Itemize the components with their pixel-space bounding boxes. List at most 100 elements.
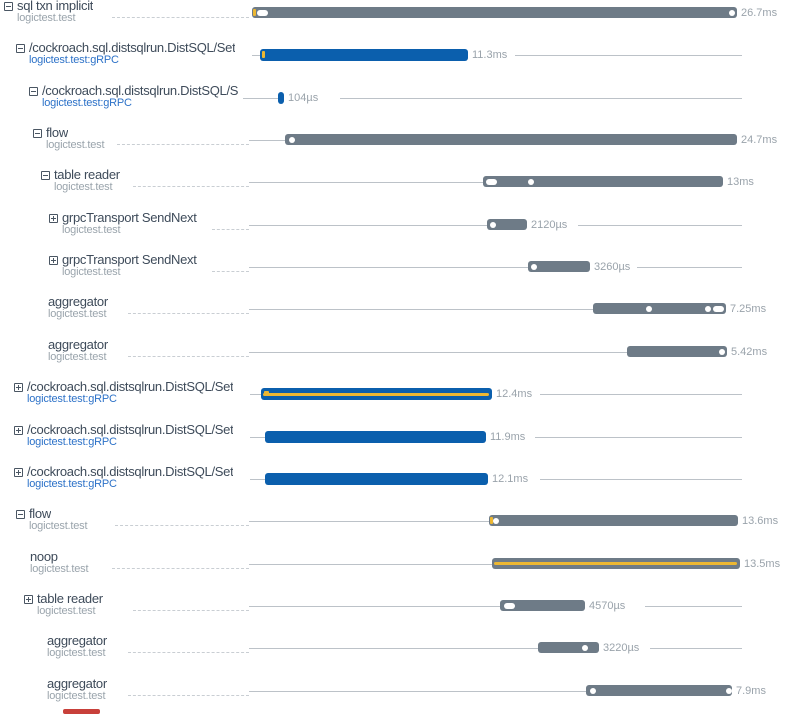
- leader-line: [112, 17, 249, 18]
- span-title: /cockroach.sql.distsqlrun.DistSQL/Set: [27, 465, 234, 479]
- span-bar[interactable]: [278, 92, 284, 104]
- duration-label: 12.1ms: [492, 473, 529, 485]
- timeline-line: [249, 309, 593, 310]
- duration-label: 24.7ms: [741, 134, 778, 146]
- span-bar[interactable]: [593, 303, 726, 314]
- leader-line: [112, 568, 249, 569]
- yellow-tick: [490, 517, 493, 524]
- leader-line: [212, 271, 249, 272]
- event-dot: [531, 264, 537, 270]
- span-bar[interactable]: [285, 134, 737, 145]
- expand-icon[interactable]: [14, 468, 23, 477]
- collapse-icon[interactable]: [16, 44, 25, 53]
- span-title: /cockroach.sql.distsqlrun.DistSQL/Set: [27, 380, 234, 394]
- span-title: grpcTransport SendNext: [62, 253, 197, 267]
- event-pill: [713, 306, 724, 312]
- span-subtitle: logictest.test:gRPC: [42, 97, 132, 109]
- duration-label: 13.6ms: [742, 515, 779, 527]
- event-dot: [726, 688, 732, 694]
- duration-label: 3260µs: [594, 261, 631, 273]
- duration-label: 26.7ms: [741, 7, 778, 19]
- expand-icon[interactable]: [14, 426, 23, 435]
- timeline-line: [243, 98, 278, 99]
- timeline-line: [637, 267, 742, 268]
- event-pill: [486, 179, 497, 185]
- expand-icon[interactable]: [24, 595, 33, 604]
- timeline-line: [535, 437, 742, 438]
- span-bar[interactable]: [492, 558, 740, 569]
- span-subtitle: logictest.test:gRPC: [27, 393, 117, 405]
- yellow-marker: [264, 391, 269, 396]
- span-bar[interactable]: [483, 176, 723, 187]
- span-bar[interactable]: [627, 346, 727, 357]
- timeline-line: [249, 691, 586, 692]
- collapse-icon[interactable]: [33, 129, 42, 138]
- span-subtitle: logictest.test: [47, 647, 106, 659]
- collapse-icon[interactable]: [29, 87, 38, 96]
- timeline-line: [252, 55, 260, 56]
- leader-line: [133, 610, 249, 611]
- span-bar[interactable]: [528, 261, 590, 272]
- duration-label: 13.5ms: [744, 558, 781, 570]
- yellow-tick: [262, 51, 265, 58]
- span-subtitle: logictest.test:gRPC: [27, 436, 117, 448]
- yellow-tick: [253, 9, 256, 16]
- span-bar[interactable]: [265, 431, 486, 443]
- span-subtitle: logictest.test: [54, 181, 113, 193]
- span-bar[interactable]: [586, 685, 732, 696]
- timeline-line: [249, 521, 489, 522]
- span-subtitle: logictest.test: [48, 351, 107, 363]
- event-pill: [257, 10, 268, 16]
- duration-label: 104µs: [288, 92, 319, 104]
- timeline-line: [249, 606, 500, 607]
- span-bar[interactable]: [260, 49, 468, 61]
- span-subtitle: logictest.test: [30, 563, 89, 575]
- duration-label: 11.9ms: [490, 431, 526, 443]
- span-bar[interactable]: [538, 642, 599, 653]
- expand-icon[interactable]: [14, 383, 23, 392]
- span-subtitle: logictest.test: [48, 308, 107, 320]
- timeline-line: [249, 225, 487, 226]
- span-bar[interactable]: [489, 515, 738, 526]
- span-bar[interactable]: [252, 7, 737, 18]
- timeline-line: [578, 225, 742, 226]
- span-title: /cockroach.sql.distsqlrun.DistSQL/Set: [29, 41, 236, 55]
- span-title: table reader: [37, 592, 103, 606]
- span-bar[interactable]: [265, 473, 488, 485]
- expand-icon[interactable]: [49, 214, 58, 223]
- duration-label: 7.9ms: [736, 685, 766, 697]
- span-title: aggregator: [47, 634, 107, 648]
- span-bar[interactable]: [500, 600, 585, 611]
- duration-label: 13ms: [727, 176, 754, 188]
- span-title: aggregator: [47, 677, 107, 691]
- leader-line: [128, 695, 249, 696]
- span-subtitle: logictest.test: [62, 224, 121, 236]
- event-dot: [582, 645, 588, 651]
- span-bar[interactable]: [487, 219, 527, 230]
- timeline-line: [340, 98, 742, 99]
- partial-error-span[interactable]: [63, 709, 100, 714]
- event-dot: [493, 518, 499, 524]
- expand-icon[interactable]: [49, 256, 58, 265]
- timeline-line: [250, 394, 261, 395]
- span-title: aggregator: [48, 295, 108, 309]
- span-bar[interactable]: [261, 388, 492, 400]
- event-dot: [289, 137, 295, 143]
- duration-label: 3220µs: [603, 642, 640, 654]
- span-title: grpcTransport SendNext: [62, 211, 197, 225]
- event-dot: [729, 10, 735, 16]
- timeline-line: [540, 394, 742, 395]
- event-dot: [590, 688, 596, 694]
- collapse-icon[interactable]: [16, 510, 25, 519]
- timeline-line: [249, 140, 285, 141]
- collapse-icon[interactable]: [41, 171, 50, 180]
- span-subtitle: logictest.test: [62, 266, 121, 278]
- event-dot: [719, 349, 725, 355]
- span-subtitle: logictest.test: [37, 605, 96, 617]
- timeline-line: [540, 479, 742, 480]
- leader-line: [115, 525, 249, 526]
- event-dot: [646, 306, 652, 312]
- collapse-icon[interactable]: [4, 2, 13, 11]
- timeline-line: [249, 352, 627, 353]
